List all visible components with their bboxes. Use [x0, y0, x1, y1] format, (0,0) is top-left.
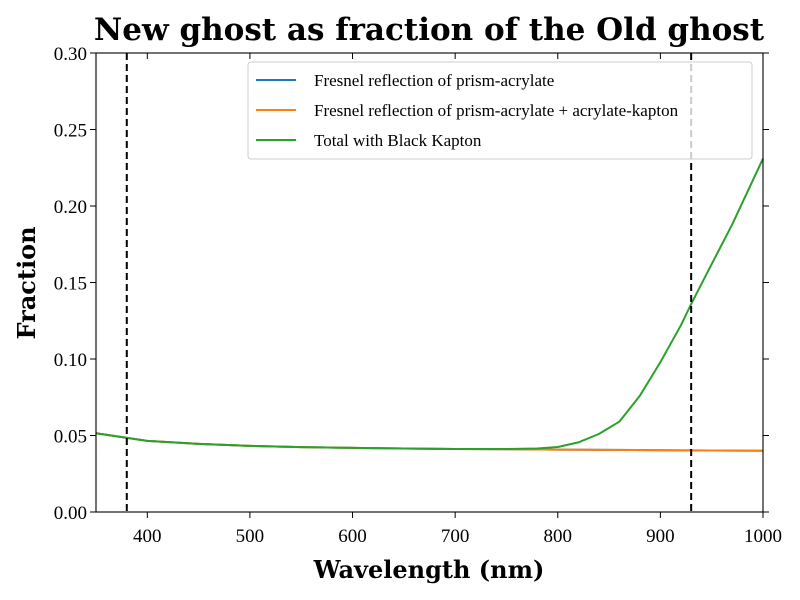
- y-tick-label: 0.20: [54, 197, 87, 218]
- x-tick-label: 800: [544, 526, 573, 547]
- y-tick-label: 0.05: [54, 427, 87, 448]
- plot-frame: [95, 52, 764, 513]
- x-tick-label: 900: [646, 526, 675, 547]
- y-tick-label: 0.25: [54, 121, 87, 142]
- x-tick-label: 400: [133, 526, 162, 547]
- x-tick-label: 500: [236, 526, 265, 547]
- chart-title: New ghost as fraction of the Old ghost: [94, 12, 765, 48]
- legend: Fresnel reflection of prism-acrylate Fres…: [247, 61, 753, 160]
- legend-box: [247, 61, 753, 160]
- y-tick-label: 0.15: [54, 274, 87, 295]
- x-tick-label: 700: [441, 526, 470, 547]
- series-line-3: [95, 158, 764, 450]
- x-axis-label: Wavelength (nm): [313, 555, 545, 584]
- legend-label-3: Total with Black Kapton: [314, 131, 482, 150]
- y-tick-label: 0.30: [54, 44, 87, 65]
- legend-label-2: Fresnel reflection of prism-acrylate + a…: [314, 101, 679, 120]
- y-axis-label: Fraction: [12, 226, 41, 339]
- legend-label-1: Fresnel reflection of prism-acrylate: [314, 71, 554, 90]
- x-tick-label: 1000: [744, 526, 782, 547]
- y-tick-label: 0.10: [54, 350, 87, 371]
- y-tick-label: 0.00: [54, 503, 87, 524]
- x-tick-label: 600: [338, 526, 367, 547]
